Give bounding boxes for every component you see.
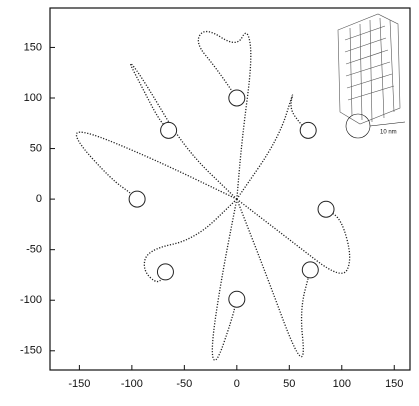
x-tick-label: -100 <box>121 378 143 390</box>
x-tick-label: 0 <box>234 378 240 390</box>
y-tick-label: -100 <box>20 294 42 306</box>
trajectory <box>236 198 311 358</box>
y-tick-label: -150 <box>20 345 42 357</box>
trajectory <box>75 131 238 200</box>
y-tick-label: 50 <box>30 142 42 154</box>
end-marker <box>317 200 335 218</box>
trajectory <box>197 30 252 200</box>
y-tick-label: 100 <box>24 92 42 104</box>
trajectory <box>236 94 309 200</box>
plot-frame <box>49 7 411 371</box>
y-tick-label: 150 <box>24 41 42 53</box>
end-marker <box>160 121 178 139</box>
x-tick-label: -150 <box>68 378 90 390</box>
trajectory <box>236 198 351 274</box>
end-marker <box>128 190 146 208</box>
trajectory <box>129 62 238 200</box>
x-tick-label: 100 <box>333 378 351 390</box>
x-tick-label: 50 <box>283 378 295 390</box>
end-marker <box>301 261 319 279</box>
lattice-inset <box>337 13 406 139</box>
end-marker <box>156 263 174 281</box>
annotation: 10 nm <box>380 130 397 136</box>
x-tick-label: 150 <box>385 378 403 390</box>
trajectory <box>143 198 238 283</box>
end-marker <box>228 290 246 308</box>
x-tick-label: -50 <box>176 378 192 390</box>
y-tick-label: -50 <box>26 244 42 256</box>
trajectory <box>211 198 238 361</box>
end-marker <box>299 121 317 139</box>
y-tick-label: 0 <box>36 193 42 205</box>
end-marker <box>228 89 246 107</box>
